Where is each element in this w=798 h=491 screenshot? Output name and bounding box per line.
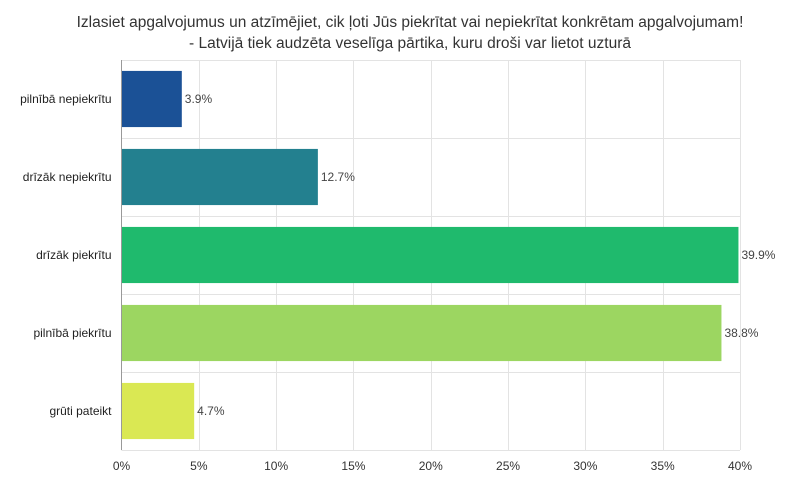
data-label: 39.9% xyxy=(741,248,775,262)
category-labels: pilnībā nepiekrītu drīzāk nepiekrītu drīzā… xyxy=(20,92,112,418)
bar[interactable] xyxy=(121,70,182,128)
bar[interactable] xyxy=(121,148,318,206)
chart-title-line-2: - Latvijā tiek audzēta veselīga pārtika,… xyxy=(189,35,631,52)
x-axis-ticks: 0% 5% 10% 15% 20% 25% 30% 35% 40% xyxy=(113,459,753,473)
data-label: 38.8% xyxy=(724,326,758,340)
bar[interactable] xyxy=(121,382,195,440)
x-tick-label: 15% xyxy=(341,459,365,473)
x-tick-label: 40% xyxy=(728,459,752,473)
category-label: grūti pateikt xyxy=(49,404,112,418)
x-tick-label: 5% xyxy=(190,459,208,473)
category-label: drīzāk nepiekrītu xyxy=(23,170,112,184)
x-tick-label: 20% xyxy=(419,459,443,473)
x-tick-label: 0% xyxy=(113,459,131,473)
category-label: pilnībā nepiekrītu xyxy=(20,92,111,106)
category-label: drīzāk piekrītu xyxy=(36,248,111,262)
x-tick-label: 10% xyxy=(264,459,288,473)
x-tick-label: 25% xyxy=(496,459,520,473)
bar[interactable] xyxy=(121,304,722,362)
data-labels: 3.9% 12.7% 39.9% 38.8% 4.7% xyxy=(185,92,776,418)
data-label: 3.9% xyxy=(185,92,213,106)
x-tick-label: 30% xyxy=(573,459,597,473)
x-tick-label: 35% xyxy=(651,459,675,473)
chart-title-line-1: Izlasiet apgalvojumus un atzīmējiet, cik… xyxy=(77,14,744,31)
data-label: 4.7% xyxy=(197,404,225,418)
bars xyxy=(121,70,739,440)
bar[interactable] xyxy=(121,226,739,284)
data-label: 12.7% xyxy=(321,170,355,184)
category-label: pilnībā piekrītu xyxy=(33,326,111,340)
chart-title: Izlasiet apgalvojumus un atzīmējiet, cik… xyxy=(77,14,744,52)
